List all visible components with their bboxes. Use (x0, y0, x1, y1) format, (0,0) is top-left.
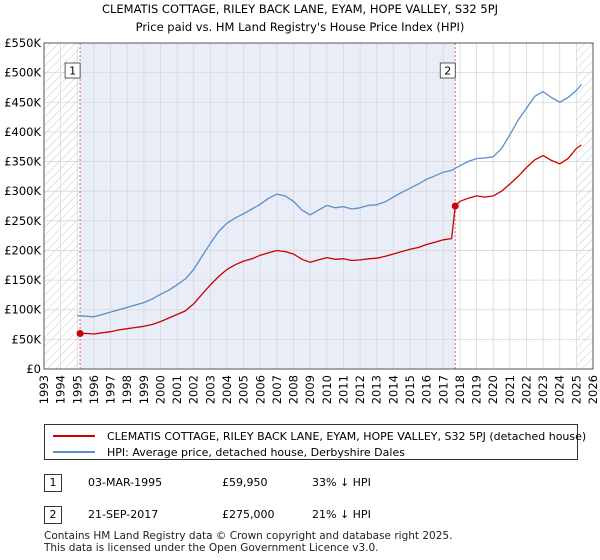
x-tick-label: 2002 (187, 375, 201, 404)
footer: Contains HM Land Registry data © Crown c… (44, 530, 452, 554)
x-tick-label: 2012 (353, 375, 367, 404)
sale-hpi-diff: 21% ↓ HPI (312, 508, 371, 521)
plot-frame (43, 42, 594, 370)
y-tick-label: £250K (4, 214, 41, 228)
x-tick-label: 1996 (87, 375, 101, 404)
series-line-hpi (77, 84, 582, 318)
legend-entry-property: CLEMATIS COTTAGE, RILEY BACK LANE, EYAM,… (53, 429, 586, 443)
y-tick-label: £300K (4, 184, 41, 198)
y-tick-label: £450K (4, 95, 41, 109)
ownership-shade (80, 43, 456, 369)
x-tick-label: 2000 (153, 375, 167, 404)
sale-number-badge: 1 (44, 474, 62, 492)
series-line-property (80, 144, 582, 335)
sale-label-text: 1 (69, 65, 76, 78)
x-tick-label: 2017 (436, 375, 450, 404)
x-tick-label: 2010 (320, 375, 334, 404)
sale-date: 21-SEP-2017 (88, 508, 159, 521)
x-tick-label: 2021 (503, 375, 517, 404)
y-tick-label: £200K (4, 243, 41, 257)
future-hatch (576, 43, 593, 369)
x-tick-label: 2005 (237, 375, 251, 404)
x-tick-label: 1997 (104, 375, 118, 404)
sale-label-text: 2 (444, 65, 451, 78)
x-tick-label: 2006 (253, 375, 267, 404)
x-tick-label: 1999 (137, 375, 151, 404)
x-tick-label: 2019 (470, 375, 484, 404)
legend-entry-hpi: HPI: Average price, detached house, Derb… (53, 445, 405, 459)
x-tick-label: 2013 (370, 375, 384, 404)
x-tick-label: 2004 (220, 375, 234, 404)
x-tick-label: 2026 (586, 375, 600, 404)
y-tick-label: £150K (4, 273, 41, 287)
chart: CLEMATIS COTTAGE, RILEY BACK LANE, EYAM,… (4, 2, 600, 404)
y-tick-label: £500K (4, 66, 41, 80)
legend-swatch-hpi (53, 451, 95, 453)
footer-line-2: This data is licensed under the Open Gov… (44, 542, 379, 554)
x-tick-label: 2001 (170, 375, 184, 404)
footer-line-1: Contains HM Land Registry data © Crown c… (44, 530, 453, 542)
legend: CLEMATIS COTTAGE, RILEY BACK LANE, EYAM,… (44, 424, 586, 460)
sale-point (76, 329, 84, 337)
x-tick-label: 2003 (203, 375, 217, 404)
sale-row: 1 03-MAR-1995 £59,950 33% ↓ HPI (44, 474, 464, 494)
legend-label-property: CLEMATIS COTTAGE, RILEY BACK LANE, EYAM,… (107, 429, 587, 443)
x-tick-label: 1995 (70, 375, 84, 404)
x-tick-label: 1998 (120, 375, 134, 404)
x-tick-label: 2016 (420, 375, 434, 404)
sale-number-badge: 2 (44, 506, 62, 524)
sale-hpi-diff: 33% ↓ HPI (312, 476, 371, 489)
x-tick-label: 1993 (37, 375, 51, 404)
y-tick-label: £350K (4, 155, 41, 169)
x-tick-label: 2024 (553, 375, 567, 404)
x-tick-label: 2011 (336, 375, 350, 404)
x-tick-label: 2023 (536, 375, 550, 404)
y-tick-label: £0 (26, 362, 41, 376)
x-tick-label: 2007 (270, 375, 284, 404)
x-tick-label: 2009 (303, 375, 317, 404)
x-tick-label: 2015 (403, 375, 417, 404)
y-tick-label: £50K (12, 332, 42, 346)
sale-label-box (64, 62, 81, 79)
x-tick-label: 2025 (569, 375, 583, 404)
y-tick-label: £400K (4, 125, 41, 139)
chart-title: CLEMATIS COTTAGE, RILEY BACK LANE, EYAM,… (102, 2, 498, 16)
sale-date: 03-MAR-1995 (88, 476, 163, 489)
pre-sale-hatch (44, 43, 81, 369)
sale-price: £59,950 (222, 476, 268, 489)
x-tick-label: 1994 (54, 375, 68, 404)
x-tick-label: 2018 (453, 375, 467, 404)
x-tick-label: 2014 (386, 375, 400, 404)
sale-row: 2 21-SEP-2017 £275,000 21% ↓ HPI (44, 506, 464, 526)
y-tick-label: £100K (4, 303, 41, 317)
x-tick-label: 2022 (519, 375, 533, 404)
sale-point (451, 202, 459, 210)
legend-swatch-property (53, 435, 95, 437)
chart-subtitle: Price paid vs. HM Land Registry's House … (136, 20, 465, 34)
x-tick-label: 2008 (287, 375, 301, 404)
sale-price: £275,000 (222, 508, 275, 521)
sale-label-box (439, 62, 456, 79)
y-tick-label: £550K (4, 36, 41, 50)
x-tick-label: 2020 (486, 375, 500, 404)
legend-label-hpi: HPI: Average price, detached house, Derb… (107, 445, 405, 459)
